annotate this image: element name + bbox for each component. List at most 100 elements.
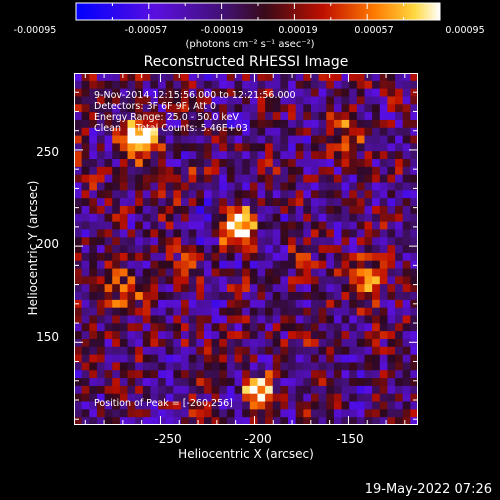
heatmap-cell (318, 119, 327, 129)
heatmap-cell (272, 268, 281, 277)
heatmap-cell (112, 401, 121, 410)
heatmap-cell (196, 385, 205, 395)
heatmap-cell (234, 323, 243, 332)
heatmap-cell (265, 393, 274, 402)
heatmap-cell (310, 213, 320, 223)
heatmap-cell (333, 393, 342, 402)
heatmap-cell (181, 166, 190, 176)
heatmap-cell (372, 174, 381, 183)
heatmap-cell (303, 229, 312, 238)
heatmap-cell (303, 221, 312, 230)
heatmap-cell (272, 80, 281, 90)
heatmap-cell (211, 362, 220, 371)
heatmap-cell (333, 315, 342, 324)
heatmap-cell (203, 127, 212, 136)
heatmap-cell (257, 205, 266, 215)
heatmap-cell (364, 127, 373, 136)
heatmap-cell (303, 362, 312, 371)
heatmap-cell (349, 346, 358, 355)
heatmap-cell (288, 166, 297, 176)
heatmap-cell (356, 268, 365, 277)
heatmap-cell (310, 401, 320, 410)
heatmap-cell (379, 119, 388, 129)
heatmap-cell (303, 268, 312, 277)
heatmap-cell (181, 292, 190, 301)
heatmap-cell (326, 143, 335, 152)
heatmap-cell (96, 292, 105, 301)
heatmap-cell (265, 135, 274, 144)
heatmap-cell (387, 166, 396, 176)
heatmap-cell (410, 393, 418, 402)
heatmap-cell (196, 409, 205, 418)
heatmap-cell (242, 96, 251, 105)
heatmap-cell (341, 112, 350, 121)
heatmap-cell (333, 276, 342, 285)
heatmap-cell (395, 362, 404, 371)
heatmap-cell (257, 323, 266, 332)
heatmap-cell (272, 96, 281, 105)
heatmap-cell (112, 385, 121, 395)
heatmap-cell (74, 315, 83, 324)
heatmap-cell (181, 370, 190, 379)
heatmap-cell (173, 119, 182, 129)
heatmap-cell (402, 151, 411, 160)
heatmap-cell (318, 299, 327, 309)
heatmap-cell (295, 362, 304, 371)
heatmap-cell (379, 417, 388, 425)
heatmap-cell (81, 237, 90, 246)
heatmap-cell (333, 385, 342, 395)
heatmap-cell (173, 284, 182, 293)
heatmap-cell (372, 229, 381, 238)
heatmap-cell (272, 252, 281, 262)
heatmap-cell (196, 159, 205, 168)
heatmap-cell (341, 198, 350, 207)
heatmap-cell (395, 338, 404, 348)
heatmap-cell (326, 260, 335, 269)
heatmap-cell (181, 307, 190, 316)
heatmap-cell (96, 229, 105, 238)
heatmap-cell (303, 88, 312, 97)
heatmap-cell (265, 221, 274, 230)
heatmap-cell (379, 354, 388, 363)
heatmap-cell (395, 299, 404, 309)
heatmap-cell (280, 385, 289, 395)
heatmap-cell (395, 213, 404, 223)
heatmap-cell (318, 182, 327, 191)
heatmap-cell (74, 409, 83, 418)
heatmap-cell (333, 159, 342, 168)
heatmap-cell (181, 315, 190, 324)
heatmap-cell (211, 346, 220, 355)
heatmap-cell (356, 299, 365, 309)
heatmap-cell (89, 127, 98, 136)
heatmap-cell (226, 331, 235, 340)
heatmap-cell (387, 182, 396, 191)
heatmap-cell (112, 80, 121, 90)
heatmap-cell (203, 299, 212, 309)
heatmap-cell (203, 276, 212, 285)
heatmap-cell (402, 143, 411, 152)
heatmap-cell (234, 393, 243, 402)
heatmap-cell (234, 409, 243, 418)
heatmap-cell (135, 354, 144, 363)
heatmap-cell (142, 143, 151, 152)
heatmap-cell (387, 307, 396, 316)
heatmap-cell (188, 96, 197, 105)
heatmap-cell (81, 119, 90, 129)
heatmap-cell (372, 190, 381, 199)
heatmap-cell (234, 151, 243, 160)
heatmap-cell (142, 174, 151, 183)
heatmap-cell (119, 417, 128, 425)
heatmap-cell (265, 166, 274, 176)
heatmap-cell (410, 229, 418, 238)
heatmap-cell (402, 104, 411, 113)
heatmap-cell (356, 229, 365, 238)
heatmap-cell (242, 198, 251, 207)
heatmap-cell (196, 401, 205, 410)
heatmap-cell (181, 182, 190, 191)
heatmap-cell (196, 370, 205, 379)
heatmap-cell (387, 346, 396, 355)
heatmap-cell (226, 362, 235, 371)
heatmap-cell (127, 323, 136, 332)
heatmap-cell (387, 127, 396, 136)
heatmap-cell (349, 252, 358, 262)
